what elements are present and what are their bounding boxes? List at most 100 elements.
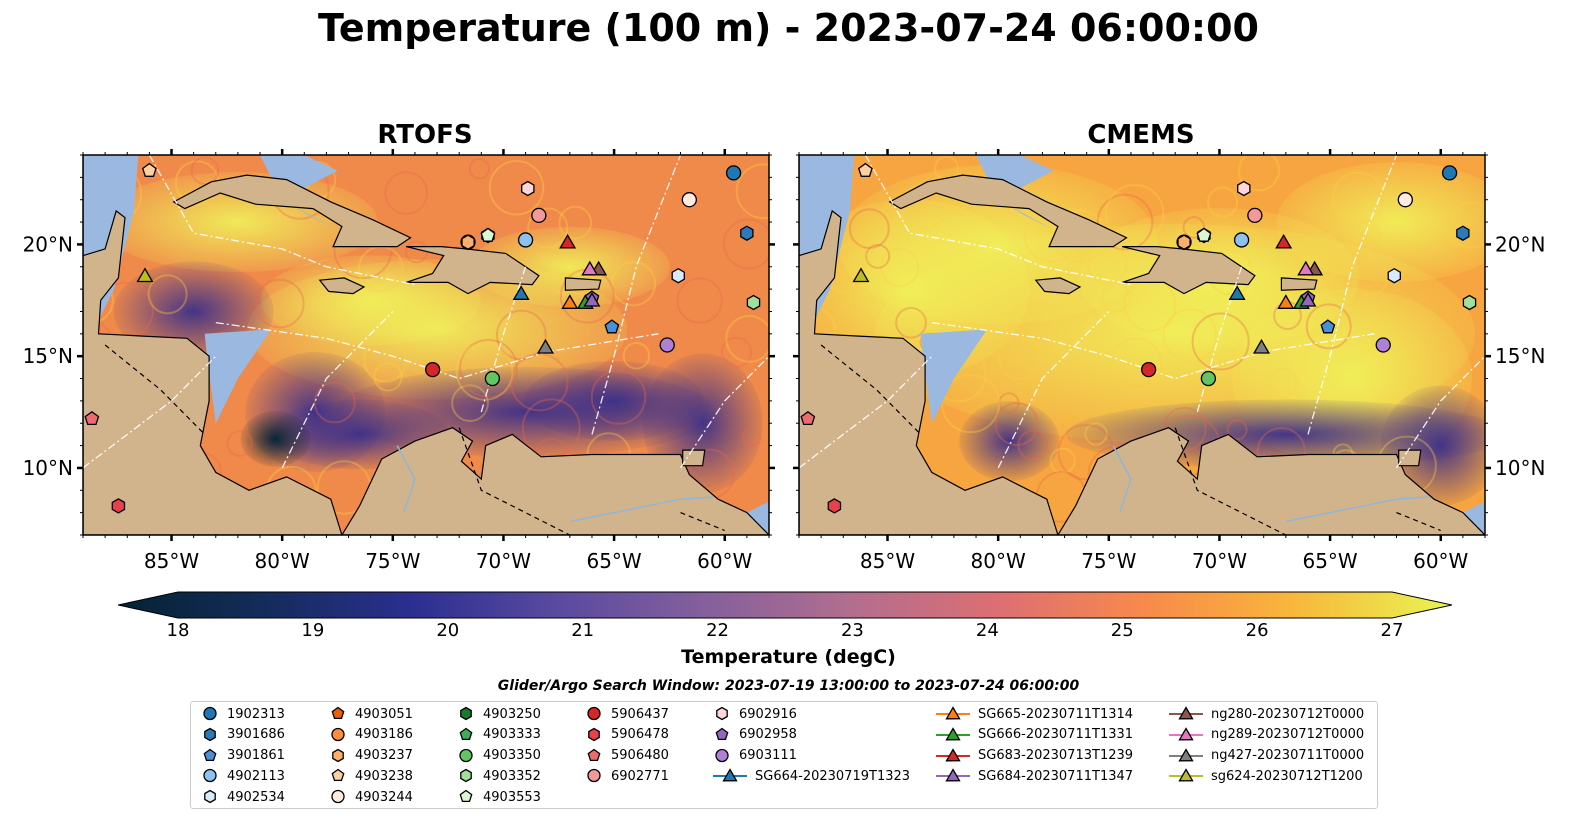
legend-item: ng280-20230712T0000 — [1169, 704, 1364, 724]
platform-legend: 1902313 3901686 3901861 4902113 4902534 49030… — [190, 701, 1378, 809]
rtofs-map: 85°W 80°W 75°W 70°W 65°W 60°W 20°N 15°N 10°N — [23, 149, 775, 573]
legend-marker-icon — [459, 748, 473, 762]
legend-marker-icon — [715, 748, 729, 762]
platform-marker-5906480 — [800, 410, 816, 426]
legend-marker-icon — [716, 706, 728, 721]
platform-marker-ng427-20230711T0000 — [536, 338, 555, 354]
legend-item: 4903244 — [329, 787, 413, 807]
legend-marker-1902313 — [203, 706, 217, 721]
legend-label: 4903250 — [483, 706, 541, 722]
lat-tick-label: 20°N — [1495, 232, 1545, 256]
legend-item: 5906478 — [585, 725, 669, 745]
legend-marker-icon — [936, 706, 970, 720]
lon-tick-label: 65°W — [586, 549, 641, 573]
platform-marker-SG683-20230713T1239 — [1275, 233, 1293, 249]
legend-marker-icon — [713, 768, 747, 782]
legend-marker-ng280-20230712T0000 — [1178, 706, 1194, 720]
legend-label: 4903238 — [355, 768, 413, 784]
legend-marker-icon — [204, 789, 216, 804]
legend-label: ng280-20230712T0000 — [1211, 706, 1365, 722]
legend-item: 5906480 — [585, 746, 669, 766]
colorbar — [117, 590, 1453, 620]
legend-label: 5906480 — [611, 748, 669, 764]
legend-marker-icon — [715, 727, 729, 740]
platform-marker-6902916 — [521, 180, 535, 197]
legend-marker-icon — [203, 706, 217, 721]
platform-marker-SG684-20230711T1347 — [583, 292, 601, 307]
platform-marker-4903244 — [681, 192, 697, 208]
legend-label: 4903051 — [355, 706, 413, 722]
colorbar-tick-label: 19 — [301, 620, 325, 641]
legend-marker-icon — [587, 769, 601, 783]
platform-marker-1902313 — [725, 165, 742, 181]
legend-marker-SG664-20230719T1323 — [722, 768, 738, 782]
legend-marker-icon — [331, 790, 345, 804]
lat-tick-label: 10°N — [23, 456, 73, 480]
legend-item: 5906437 — [585, 704, 669, 724]
platform-marker-ng427-20230711T0000 — [1252, 338, 1271, 354]
lon-tick-label: 85°W — [144, 549, 199, 573]
platform-marker-4903350 — [1200, 370, 1217, 387]
lon-tick-label: 70°W — [476, 549, 531, 573]
colorbar-tick-label: 18 — [166, 620, 190, 641]
legend-label: 4902534 — [227, 789, 285, 805]
lat-tick-label: 10°N — [1495, 456, 1545, 480]
search-window-text: Glider/Argo Search Window: 2023-07-19 13… — [497, 678, 1080, 694]
legend-item: 4902534 — [201, 787, 285, 807]
legend-marker-icon — [332, 748, 344, 762]
legend-marker-ng289-20230712T0000 — [1178, 726, 1194, 741]
lon-tick-label: 60°W — [1413, 549, 1468, 573]
legend-marker-4903244 — [331, 790, 345, 804]
legend-marker-icon — [1169, 726, 1203, 741]
platform-marker-4903238 — [857, 162, 873, 177]
platform-marker-5906478 — [827, 498, 842, 514]
legend-marker-icon — [1169, 747, 1203, 762]
panel-title-cmems: CMEMS — [1087, 120, 1195, 150]
platform-marker-SG684-20230711T1347 — [1299, 292, 1317, 307]
legend-marker-icon — [460, 706, 472, 721]
platform-marker-SG665-20230711T1314 — [1277, 294, 1295, 309]
legend-item: 6903111 — [713, 746, 797, 766]
legend-label: 4903186 — [355, 727, 413, 743]
legend-marker-icon — [587, 706, 601, 721]
platform-marker-4903238 — [141, 162, 157, 177]
legend-item: 3901861 — [201, 746, 285, 766]
legend-item: SG683-20230713T1239 — [936, 746, 1133, 766]
legend-marker-SG683-20230713T1239 — [945, 747, 961, 762]
legend-item: 4903237 — [329, 746, 413, 766]
legend-label: SG684-20230711T1347 — [978, 768, 1134, 784]
platform-marker-4903352 — [1462, 294, 1477, 311]
platform-marker-4902534 — [1387, 267, 1401, 284]
legend-marker-3901686 — [204, 727, 216, 742]
platform-marker-3901861 — [1320, 319, 1336, 334]
legend-label: 5906478 — [611, 727, 669, 743]
legend-item: 4903352 — [457, 766, 541, 786]
legend-item: 4902113 — [201, 766, 285, 786]
platform-marker-6902916 — [1237, 180, 1251, 197]
legend-marker-icon — [936, 747, 970, 762]
legend-marker-4902113 — [203, 769, 217, 783]
platform-marker-4902113 — [517, 232, 534, 248]
legend-item: 4903553 — [457, 787, 541, 807]
legend-label: 4903244 — [355, 789, 413, 805]
legend-label: 6902771 — [611, 768, 669, 784]
figure-title: Temperature (100 m) - 2023-07-24 06:00:0… — [317, 6, 1259, 50]
legend-label: 1902313 — [227, 706, 285, 722]
lon-tick-label: 80°W — [971, 549, 1026, 573]
legend-marker-icon — [1169, 768, 1203, 782]
legend-marker-6902916 — [716, 706, 728, 721]
platform-marker-4903244 — [1397, 192, 1413, 208]
legend-marker-icon — [460, 769, 472, 783]
legend-marker-icon — [587, 748, 601, 761]
colorbar-tick-label: 27 — [1380, 620, 1404, 641]
legend-marker-4903350 — [459, 748, 473, 762]
platform-marker-5906437 — [1140, 361, 1157, 378]
legend-item: 6902771 — [585, 766, 669, 786]
platform-marker-5906437 — [424, 361, 441, 378]
legend-label: 4903237 — [355, 748, 413, 764]
legend-marker-ng427-20230711T0000 — [1178, 747, 1194, 762]
legend-marker-6902771 — [587, 769, 601, 783]
legend-item: 4903186 — [329, 725, 413, 745]
legend-label: sg624-20230712T1200 — [1211, 768, 1363, 784]
legend-item: 6902958 — [713, 725, 797, 745]
